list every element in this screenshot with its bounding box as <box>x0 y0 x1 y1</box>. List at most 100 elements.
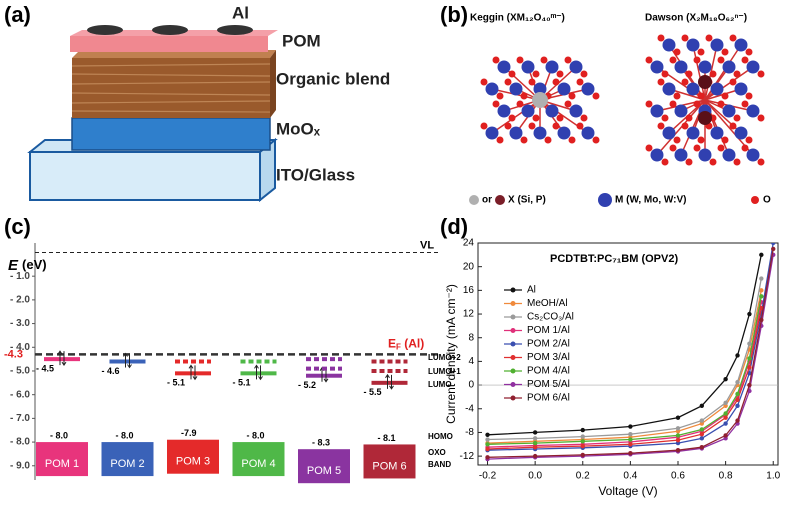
y-tick-label: - 5.0 <box>10 366 30 377</box>
oxygen-atom <box>681 122 689 130</box>
legend-text: X (Si, P) <box>508 195 546 206</box>
data-point <box>699 432 705 437</box>
x-tick-label: 0.0 <box>528 471 542 482</box>
bond <box>656 99 706 156</box>
oxygen-atom <box>657 34 665 42</box>
oxygen-atom <box>508 114 516 122</box>
category-label: POM 2 <box>110 458 144 470</box>
oxygen-atom <box>504 78 512 86</box>
homo-label: - 8.0 <box>116 430 134 440</box>
oxygen-atom <box>741 144 749 152</box>
oxygen-atom <box>673 136 681 144</box>
y-tick-label: 12 <box>463 309 475 320</box>
oxygen-atom <box>645 56 653 64</box>
metal-atom <box>533 82 547 96</box>
oxygen-atom <box>745 136 753 144</box>
data-point <box>628 450 633 456</box>
data-point <box>759 294 764 299</box>
metal-atom <box>521 104 535 118</box>
y-tick-label: - 6.0 <box>10 389 30 400</box>
molecules <box>480 34 765 166</box>
y-tick-label: 24 <box>463 238 475 249</box>
spin-arrows <box>254 364 263 381</box>
legend-swatch <box>751 196 759 204</box>
metal-atom <box>686 38 700 52</box>
data-point <box>735 379 740 385</box>
oxo-band <box>36 442 88 477</box>
spin-arrows <box>188 364 198 381</box>
oxygen-atom <box>757 70 765 78</box>
data-point <box>747 365 752 370</box>
fermi-symbol: E <box>388 337 396 351</box>
oxygen-atom <box>516 100 524 108</box>
panel-label: (a) <box>4 2 31 27</box>
data-point <box>759 252 764 258</box>
oxygen-atom <box>741 100 749 108</box>
bond <box>704 66 754 101</box>
y-axis-title: E (eV) <box>8 257 47 274</box>
metal-atom <box>686 126 700 140</box>
data-point <box>735 353 740 358</box>
oxygen-atom <box>681 78 689 86</box>
metal-atom <box>698 148 712 162</box>
series-line <box>487 254 762 436</box>
legend-text: O <box>763 195 771 206</box>
vacuum-label: VL <box>420 239 434 251</box>
lumo-level <box>175 371 211 376</box>
oxygen-atom <box>745 92 753 100</box>
series-line <box>487 296 762 445</box>
data-point <box>532 430 538 435</box>
oxygen-atom <box>733 70 741 78</box>
level-label: LUMO+1 <box>428 367 461 376</box>
homo-label: - 8.0 <box>50 430 68 440</box>
metal-atom <box>581 126 595 140</box>
lumo-label: - 5.1 <box>167 378 185 388</box>
category-label: POM 4 <box>241 458 275 470</box>
y-axis-title: Current density (mA cm⁻²) <box>444 284 458 424</box>
metal-atom <box>662 126 676 140</box>
chart-title: PCDTBT:PC₇₁BM (OPV2) <box>550 253 678 265</box>
hetero-atom <box>532 92 548 108</box>
y-tick-label: - 7.0 <box>10 413 30 424</box>
x-tick-label: 0.4 <box>623 471 637 482</box>
data-point <box>699 427 705 432</box>
oxygen-atom <box>729 34 737 42</box>
data-point <box>628 432 633 437</box>
metal-atom <box>710 126 724 140</box>
y-tick-label: -8 <box>465 427 474 438</box>
oxygen-atom <box>576 78 584 86</box>
metal-atom <box>710 82 724 96</box>
metal-atom <box>722 60 736 74</box>
spin-arrows <box>123 352 132 369</box>
y-tick-label: - 1.0 <box>10 271 30 282</box>
lumo-label: - 4.6 <box>102 366 120 376</box>
category-label: POM 5 <box>307 465 341 477</box>
oxo-band <box>101 442 154 477</box>
data-point <box>759 276 764 281</box>
data-point <box>580 427 585 433</box>
data-point <box>628 437 633 442</box>
y-tick-label: - 2.0 <box>10 295 30 306</box>
metal-atom <box>722 104 736 118</box>
lumo-level <box>240 371 277 376</box>
y-tick-label: -12 <box>460 451 475 462</box>
oxygen-atom <box>709 70 717 78</box>
metal-atom <box>650 60 664 74</box>
oxygen-atom <box>661 114 669 122</box>
oxygen-atom <box>673 92 681 100</box>
y-tick-label: 8 <box>468 332 474 343</box>
oxygen-atom <box>520 136 528 144</box>
oxygen-atom <box>552 78 560 86</box>
oxo-band <box>298 449 350 484</box>
oxygen-atom <box>745 48 753 56</box>
level-label: HOMO <box>428 432 453 441</box>
level-label: LUMO <box>428 380 452 389</box>
oxygen-atom <box>540 56 548 64</box>
legend-marker <box>510 368 516 374</box>
fermi-label: EF (Al) <box>388 337 424 352</box>
panel-label: (b) <box>440 2 468 27</box>
oxygen-atom <box>741 56 749 64</box>
metal-atom <box>545 60 559 74</box>
data-point <box>675 437 681 443</box>
metal-atom <box>662 38 676 52</box>
